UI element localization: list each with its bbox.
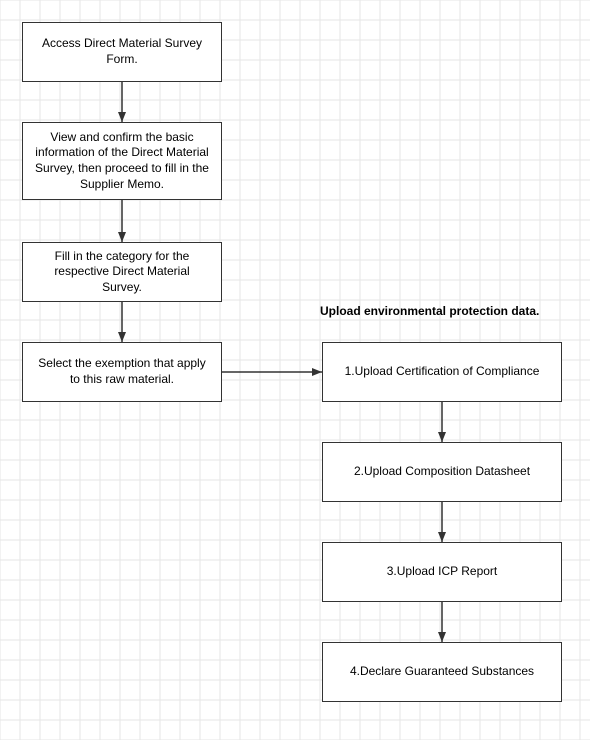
node-upload-composition: 2.Upload Composition Datasheet [322,442,562,502]
node-label: Fill in the category for the respective … [33,249,211,296]
node-fill-category: Fill in the category for the respective … [22,242,222,302]
node-label: 3.Upload ICP Report [387,564,498,580]
node-label: Select the exemption that apply to this … [33,356,211,387]
node-label: Access Direct Material Survey Form. [33,36,211,67]
node-label: 2.Upload Composition Datasheet [354,464,530,480]
node-declare-substances: 4.Declare Guaranteed Substances [322,642,562,702]
node-label: 4.Declare Guaranteed Substances [350,664,534,680]
node-upload-icp: 3.Upload ICP Report [322,542,562,602]
node-upload-coc: 1.Upload Certification of Compliance [322,342,562,402]
node-view-confirm: View and confirm the basic information o… [22,122,222,200]
node-label: View and confirm the basic information o… [33,130,211,192]
section-heading: Upload environmental protection data. [320,304,539,318]
flowchart-canvas: Upload environmental protection data. Ac… [0,0,590,740]
node-label: 1.Upload Certification of Compliance [345,364,540,380]
node-access-form: Access Direct Material Survey Form. [22,22,222,82]
node-select-exemption: Select the exemption that apply to this … [22,342,222,402]
